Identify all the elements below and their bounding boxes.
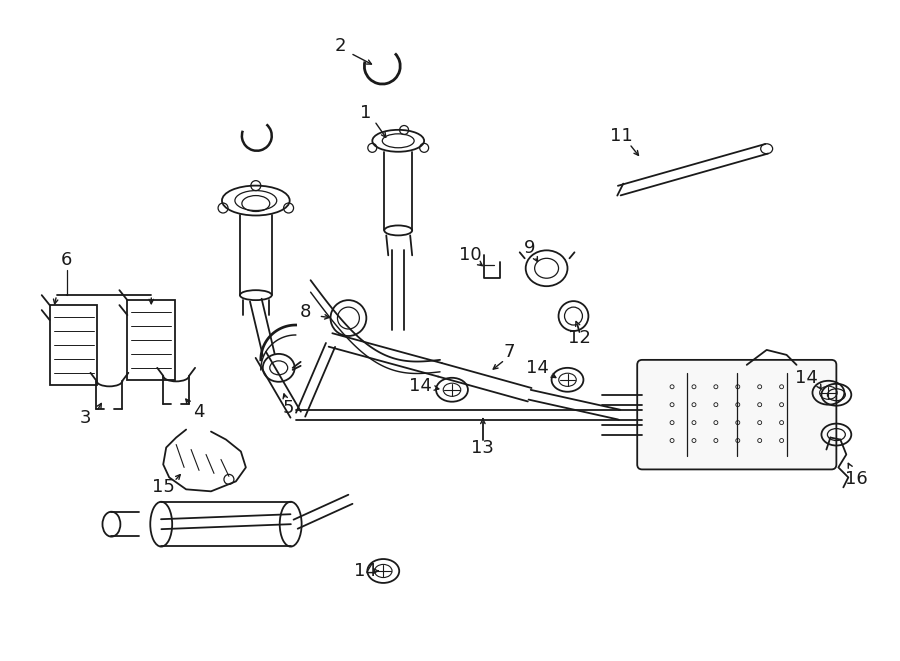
Text: 14: 14: [526, 359, 549, 377]
Text: 7: 7: [504, 343, 516, 361]
Text: 13: 13: [472, 438, 494, 457]
Text: 2: 2: [335, 37, 346, 56]
Text: 12: 12: [568, 329, 591, 347]
Text: 15: 15: [152, 479, 175, 496]
Text: 4: 4: [194, 403, 205, 420]
FancyBboxPatch shape: [637, 360, 836, 469]
Text: 14: 14: [354, 562, 377, 580]
Bar: [128, 300, 176, 380]
Text: 14: 14: [795, 369, 818, 387]
Bar: [50, 305, 97, 385]
Text: 11: 11: [610, 127, 633, 145]
Text: 9: 9: [524, 239, 536, 257]
Text: 1: 1: [360, 104, 371, 122]
Text: 10: 10: [459, 247, 482, 264]
Text: 3: 3: [80, 408, 91, 426]
Text: 14: 14: [409, 377, 432, 395]
Text: 16: 16: [845, 471, 868, 488]
Text: 8: 8: [300, 303, 311, 321]
Text: 6: 6: [61, 251, 72, 269]
Text: 5: 5: [283, 399, 294, 416]
